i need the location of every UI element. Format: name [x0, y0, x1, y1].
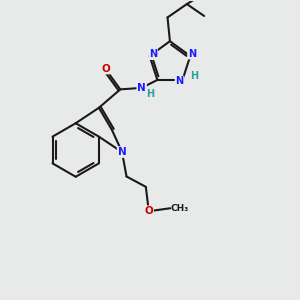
Text: O: O	[101, 64, 110, 74]
Text: O: O	[144, 206, 153, 216]
Text: N: N	[176, 76, 184, 86]
Text: H: H	[146, 89, 154, 99]
Text: N: N	[137, 83, 146, 93]
Text: N: N	[188, 49, 196, 58]
Text: CH₃: CH₃	[171, 204, 189, 213]
Text: N: N	[149, 49, 157, 59]
Text: H: H	[190, 71, 198, 81]
Text: N: N	[118, 147, 126, 157]
